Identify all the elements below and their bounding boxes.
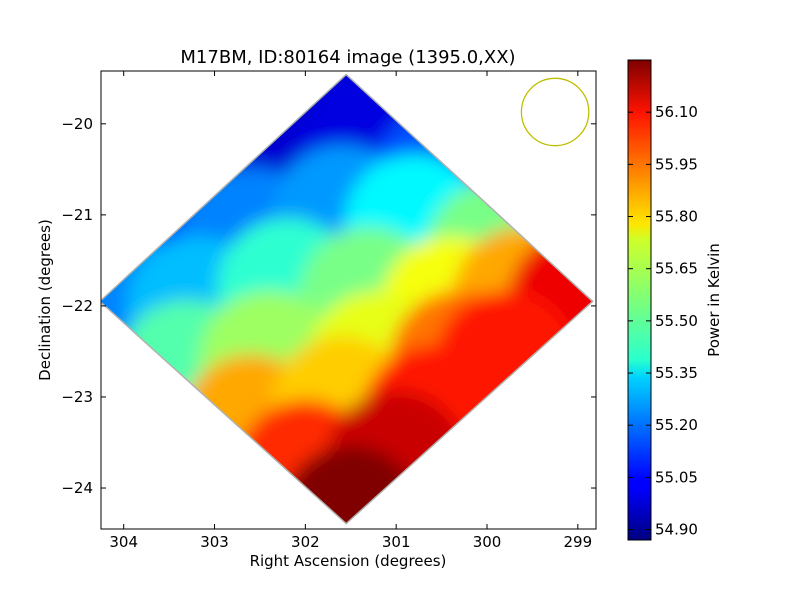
colorbar-tick-label: 56.10 (655, 103, 698, 121)
y-tick-label: −20 (61, 115, 93, 133)
x-tick-label: 301 (382, 533, 411, 551)
colorbar-tick-label: 55.65 (655, 260, 698, 278)
y-tick-label: −24 (61, 479, 93, 497)
heat-sample (280, 445, 421, 523)
chart-title: M17BM, ID:80164 image (1395.0,XX) (180, 47, 515, 68)
colorbar-tick-label: 55.20 (655, 416, 698, 434)
colorbar-tick-label: 55.35 (655, 364, 698, 382)
x-tick-label: 302 (291, 533, 320, 551)
x-tick-label: 300 (473, 533, 502, 551)
colorbar-ticks: 56.10 55.95 55.80 55.65 55.50 55.35 55.20 55.05… (628, 103, 698, 539)
colorbar (627, 59, 652, 541)
beam-circle (520, 77, 590, 147)
colorbar-tick-label: 55.80 (655, 208, 698, 226)
y-tick-label: −21 (61, 206, 93, 224)
axes-frame (100, 70, 597, 530)
x-axis: 304 303 302 301 300 299 (109, 71, 592, 551)
colorbar-tick-label: 55.95 (655, 155, 698, 173)
colorbar-tick-label: 54.90 (655, 521, 698, 539)
colorbar-tick-label: 55.50 (655, 312, 698, 330)
y-axis: −20 −21 −22 −23 −24 (61, 115, 596, 497)
x-axis-label: Right Ascension (degrees) (250, 552, 447, 570)
y-tick-label: −22 (61, 297, 93, 315)
y-axis-label: Declination (degrees) (36, 219, 54, 381)
x-tick-label: 303 (200, 533, 229, 551)
x-tick-label: 299 (564, 533, 593, 551)
colorbar-tick-label: 55.05 (655, 468, 698, 486)
x-tick-label: 304 (109, 533, 138, 551)
y-tick-label: −23 (61, 388, 93, 406)
colorbar-label: Power in Kelvin (705, 243, 723, 357)
